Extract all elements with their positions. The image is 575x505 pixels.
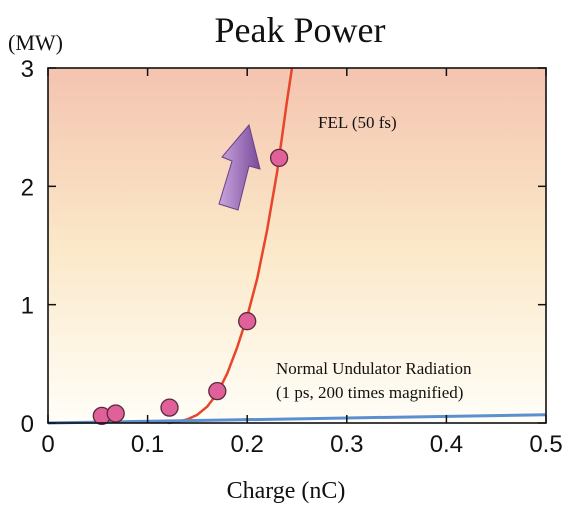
x-tick-label: 0.5 (529, 431, 562, 458)
fel-annotation: FEL (50 fs) (318, 113, 397, 132)
y-tick-label: 1 (21, 293, 34, 320)
x-tick-label: 0 (41, 431, 54, 458)
y-tick-label: 3 (21, 56, 34, 83)
chart-title: Peak Power (215, 10, 386, 50)
data-points (92, 148, 289, 426)
data-point (106, 404, 125, 423)
data-point (208, 381, 227, 401)
data-point (160, 398, 179, 417)
y-axis-unit: (MW) (8, 30, 63, 55)
x-tick-label: 0.3 (330, 431, 363, 458)
undulator-line (47, 413, 547, 425)
data-point (238, 312, 257, 331)
y-tick-label: 0 (21, 411, 34, 438)
data-point (269, 148, 289, 168)
up-arrow-icon (218, 123, 261, 211)
fel-fit-curve (167, 67, 294, 425)
x-tick-label: 0.1 (131, 431, 164, 458)
plot-frame (47, 67, 547, 424)
undulator-annotation-line1: Normal Undulator Radiation (276, 359, 472, 378)
x-axis-label: Charge (nC) (227, 478, 346, 504)
plot-background (48, 68, 546, 423)
series-curves (47, 67, 547, 425)
y-tick-label: 2 (21, 174, 34, 201)
undulator-annotation-line2: (1 ps, 200 times magnified) (276, 383, 463, 402)
axes: 0 0.1 0.2 0.3 0.4 0.5 0 1 2 3 (21, 56, 563, 458)
x-tick-label: 0.2 (231, 431, 264, 458)
x-tick-label: 0.4 (430, 431, 463, 458)
